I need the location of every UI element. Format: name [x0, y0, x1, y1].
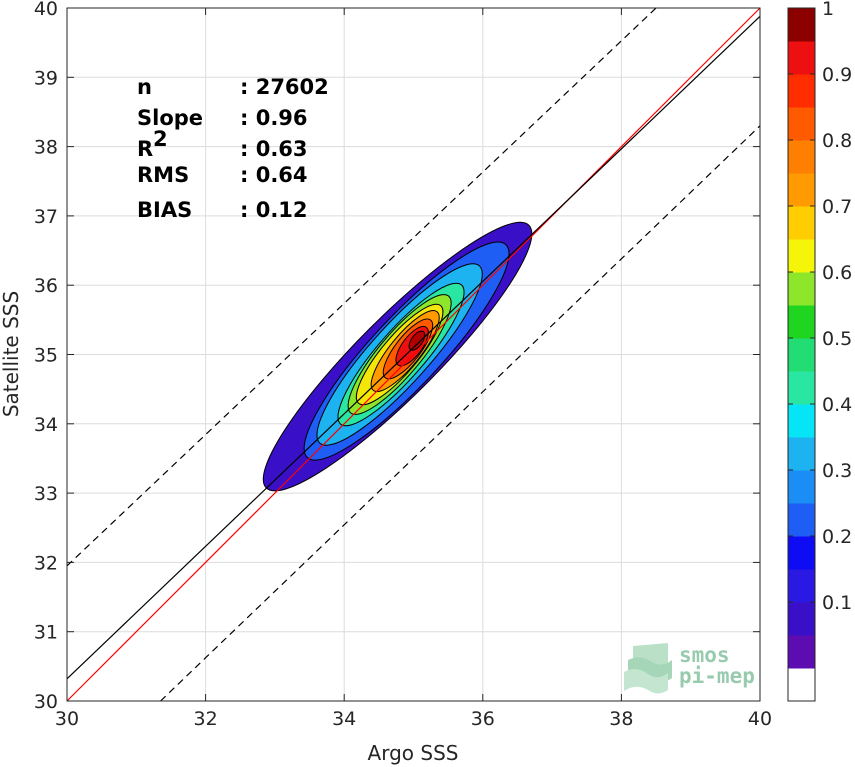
colorbar-tick-label: 1	[822, 0, 834, 20]
colorbar-band	[788, 602, 815, 636]
stat-value-bias: : 0.12	[240, 198, 308, 222]
colorbar-tick-label: 0.8	[822, 130, 852, 152]
colorbar-band	[788, 74, 815, 108]
colorbar-band	[788, 338, 815, 372]
stat-label-n: n	[137, 75, 152, 99]
x-tick-label: 32	[194, 708, 218, 730]
x-axis-label: Argo SSS	[368, 741, 459, 765]
colorbar-tick-label: 0.6	[822, 262, 852, 284]
x-tick-label: 38	[609, 708, 633, 730]
colorbar-tick-label: 0.2	[822, 526, 852, 548]
stat-label-rms: RMS	[137, 163, 189, 187]
colorbar-band	[788, 668, 815, 702]
colorbar-tick-label: 0.3	[822, 460, 852, 482]
stat-value-n: : 27602	[240, 75, 329, 99]
x-tick-label: 40	[748, 708, 772, 730]
stat-label-bias: BIAS	[137, 198, 192, 222]
density-contours	[262, 221, 533, 492]
statistics-box: n : 27602 Slope : 0.96 R 2 : 0.63 RMS : 0.64 BIAS…	[137, 75, 329, 222]
colorbar-band	[788, 41, 815, 75]
y-tick-label: 37	[34, 206, 58, 228]
y-axis-label: Satellite SSS	[0, 291, 23, 417]
colorbar-band	[788, 239, 815, 273]
y-tick-label: 39	[34, 67, 58, 89]
x-tick-label: 36	[471, 708, 495, 730]
colorbar-band	[788, 371, 815, 405]
colorbar-band	[788, 569, 815, 603]
colorbar-band	[788, 536, 815, 570]
stat-value-slope: : 0.96	[240, 106, 308, 130]
colorbar-band	[788, 305, 815, 339]
colorbar-tick-label: 0.4	[822, 394, 852, 416]
plot-area: 30 32 34 36 38 40 30 31 32 33 34 35 36 37 38 39 40	[34, 0, 772, 730]
colorbar-tick-label: 0.1	[822, 592, 852, 614]
stat-label-slope: Slope	[137, 106, 203, 130]
colorbar: 0.1 0.2 0.3 0.4 0.5 0.6 0.7 0.8 0.9 1	[787, 0, 852, 702]
colorbar-band	[788, 107, 815, 141]
y-tick-label: 35	[34, 345, 58, 367]
colorbar-bands	[788, 8, 815, 702]
colorbar-tick-label: 0.5	[822, 328, 852, 350]
colorbar-band	[788, 272, 815, 306]
watermark-line-2: pi-mep	[679, 664, 755, 688]
upper-bound-line	[66, 7, 657, 567]
x-tick-label: 34	[332, 708, 356, 730]
y-tick-label: 31	[34, 622, 58, 644]
colorbar-band	[788, 140, 815, 174]
colorbar-band	[788, 8, 815, 42]
stat-label-r: R	[137, 137, 153, 161]
colorbar-tick-label: 0.9	[822, 64, 852, 86]
y-tick-label: 40	[34, 0, 58, 20]
colorbar-band	[788, 437, 815, 471]
one-to-one-line	[66, 7, 761, 702]
y-tick-label: 33	[34, 483, 58, 505]
lower-bound-line	[160, 125, 761, 702]
y-axis-ticks: 30 31 32 33 34 35 36 37 38 39 40	[34, 0, 760, 713]
y-tick-label: 38	[34, 137, 58, 159]
colorbar-band	[788, 404, 815, 438]
y-tick-label: 30	[34, 691, 58, 713]
y-tick-label: 36	[34, 275, 58, 297]
wave-stack-icon	[624, 643, 672, 694]
x-tick-label: 30	[55, 708, 79, 730]
watermark-line-1: smos	[679, 643, 730, 667]
colorbar-frame	[787, 7, 816, 702]
y-tick-label: 32	[34, 552, 58, 574]
x-axis-ticks: 30 32 34 36 38 40	[55, 8, 772, 730]
colorbar-band	[788, 173, 815, 207]
reference-lines	[66, 7, 761, 702]
grid	[66, 7, 761, 702]
colorbar-band	[788, 635, 815, 669]
stat-label-superscript: 2	[153, 127, 168, 151]
y-tick-label: 34	[34, 414, 58, 436]
stat-value-rms: : 0.64	[240, 163, 308, 187]
colorbar-band	[788, 503, 815, 537]
colorbar-ticks: 0.1 0.2 0.3 0.4 0.5 0.6 0.7 0.8 0.9 1	[788, 0, 852, 614]
smos-pi-mep-logo: smos pi-mep	[624, 643, 755, 694]
stat-value-r: : 0.63	[240, 137, 308, 161]
colorbar-tick-label: 0.7	[822, 196, 852, 218]
regression-line	[66, 15, 761, 680]
colorbar-band	[788, 470, 815, 504]
colorbar-band	[788, 206, 815, 240]
density-contour-0.95	[408, 330, 426, 351]
